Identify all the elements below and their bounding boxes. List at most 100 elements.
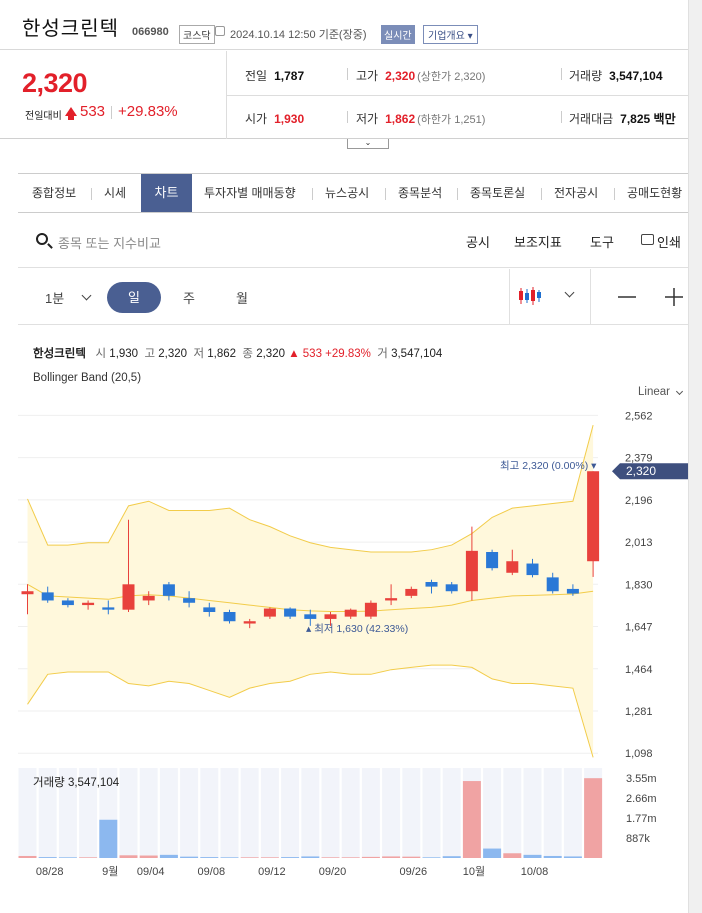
zoom-out-icon[interactable] — [618, 289, 636, 305]
volume-column-bg — [159, 768, 178, 858]
tab-chart[interactable]: 차트 — [141, 174, 192, 212]
month-period-button[interactable]: 월 — [236, 291, 248, 306]
volume-tick-label: 3.55m — [626, 773, 657, 785]
realtime-badge[interactable]: 실시간 — [381, 25, 415, 44]
indicator-button[interactable]: 보조지표 — [514, 235, 562, 250]
candle-body — [82, 602, 95, 606]
volume-bar — [584, 778, 603, 858]
y-tick-label: 2,562 — [625, 410, 653, 422]
volume-column-bg — [281, 768, 300, 858]
volume-column-bg — [523, 768, 542, 858]
print-button[interactable]: 인쇄 — [657, 235, 681, 250]
volume-bar — [240, 857, 259, 858]
minute-period-select[interactable]: 1분 — [45, 291, 65, 306]
divider — [561, 111, 562, 123]
volume-bar — [543, 855, 562, 858]
x-tick-label: 09/12 — [258, 866, 286, 878]
candle-body — [324, 614, 337, 619]
clock-icon — [215, 26, 225, 36]
y-tick-label: 2,196 — [625, 495, 653, 507]
change-value: 533 — [80, 103, 106, 120]
company-info-button[interactable]: 기업개요 ▾ — [423, 25, 478, 44]
zoom-in-icon[interactable] — [665, 288, 683, 306]
prev-close: 전일 1,787 — [245, 69, 305, 83]
x-tick-label: 10/08 — [521, 866, 549, 878]
candle-body — [223, 612, 236, 622]
tab-disclosure[interactable]: 전자공시 — [554, 186, 599, 200]
volume-column-bg — [119, 768, 138, 858]
divider — [561, 68, 562, 80]
volume-tick-label: 1.77m — [626, 813, 657, 825]
divider — [227, 95, 688, 96]
y-tick-label: 2,013 — [625, 537, 653, 549]
volume-column-bg — [260, 768, 279, 858]
y-tick-label: 1,281 — [625, 706, 653, 718]
volume-bar — [79, 857, 98, 858]
candle-body — [243, 621, 256, 624]
divider — [509, 269, 510, 325]
week-period-button[interactable]: 주 — [183, 291, 195, 306]
max-price-note: 최고 2,320 (0.00%) ▾ — [500, 460, 597, 472]
market-badge: 코스닥 — [179, 25, 215, 44]
volume-bar — [523, 854, 542, 858]
tab-quotes[interactable]: 시세 — [104, 186, 127, 200]
day-period-button[interactable]: 일 — [107, 282, 161, 313]
tab-overview[interactable]: 종합정보 — [32, 186, 77, 200]
quote-summary: 2,320 전일대비 533 +29.83% 전일 1,787 고가 2,320 (상… — [0, 51, 688, 139]
candlestick-type-icon[interactable] — [518, 286, 544, 306]
scrollbar[interactable] — [688, 0, 702, 913]
candle-body — [284, 608, 297, 617]
stock-code: 066980 — [132, 26, 169, 38]
volume-bar — [301, 856, 320, 858]
y-tick-label: 1,098 — [625, 748, 653, 760]
volume-bar — [382, 856, 401, 858]
volume-tick-label: 887k — [626, 833, 650, 845]
tab-discussion[interactable]: 종목토론실 — [470, 186, 526, 200]
scale-select[interactable]: Linear — [638, 386, 670, 398]
divider — [226, 51, 227, 139]
drawing-tools-button[interactable]: 도구 — [590, 235, 614, 250]
y-tick-label: 1,647 — [625, 622, 653, 634]
disclosure-button[interactable]: 공시 — [466, 235, 490, 250]
search-icon[interactable] — [36, 233, 48, 245]
candle-body — [405, 588, 418, 596]
volume-bar — [38, 857, 57, 858]
open-price: 시가 1,930 — [245, 112, 305, 126]
volume-column-bg — [139, 768, 158, 858]
candle-body — [546, 577, 559, 592]
divider — [91, 188, 92, 200]
ohlc-legend: 한성크린텍 시 1,930 고 2,320 저 1,862 종 2,320 ▲ … — [33, 348, 443, 360]
printer-icon[interactable] — [641, 234, 654, 245]
candle-body — [304, 614, 317, 619]
candle-body — [425, 582, 438, 587]
x-tick-label: 10월 — [463, 865, 485, 878]
tab-analysis[interactable]: 종목분석 — [398, 186, 443, 200]
candle-body — [566, 588, 579, 594]
volume-bar — [260, 857, 279, 858]
bollinger-band-area — [27, 425, 594, 758]
volume-column-bg — [563, 768, 582, 858]
tab-investor-trading[interactable]: 투자자별 매매동향 — [204, 186, 296, 200]
candle-body — [385, 598, 398, 601]
volume-bar — [361, 856, 380, 858]
candle-body — [162, 584, 175, 596]
candle-body — [142, 595, 155, 601]
indicator-label: Bollinger Band (20,5) — [33, 372, 142, 384]
period-toolbar: 1분 일 주 월 — [18, 269, 688, 325]
up-arrow-icon — [65, 107, 77, 120]
tab-news[interactable]: 뉴스공시 — [325, 186, 370, 200]
candle-body — [465, 550, 478, 592]
x-tick-label: 09/08 — [198, 866, 226, 878]
volume-bar — [220, 857, 239, 858]
tab-short-selling[interactable]: 공매도현황 — [627, 186, 683, 200]
quote-time: 2024.10.14 12:50 기준(장중) — [230, 29, 367, 41]
stock-header: 한성크린텍 066980 코스닥 2024.10.14 12:50 기준(장중)… — [0, 0, 688, 50]
volume-column-bg — [402, 768, 421, 858]
expand-toggle[interactable]: ⌄ — [347, 139, 389, 149]
volume-bar — [200, 857, 219, 858]
y-tick-label: 1,464 — [625, 664, 653, 676]
search-input[interactable]: 종목 또는 지수비교 — [58, 236, 161, 251]
x-tick-label: 09/20 — [319, 866, 347, 878]
